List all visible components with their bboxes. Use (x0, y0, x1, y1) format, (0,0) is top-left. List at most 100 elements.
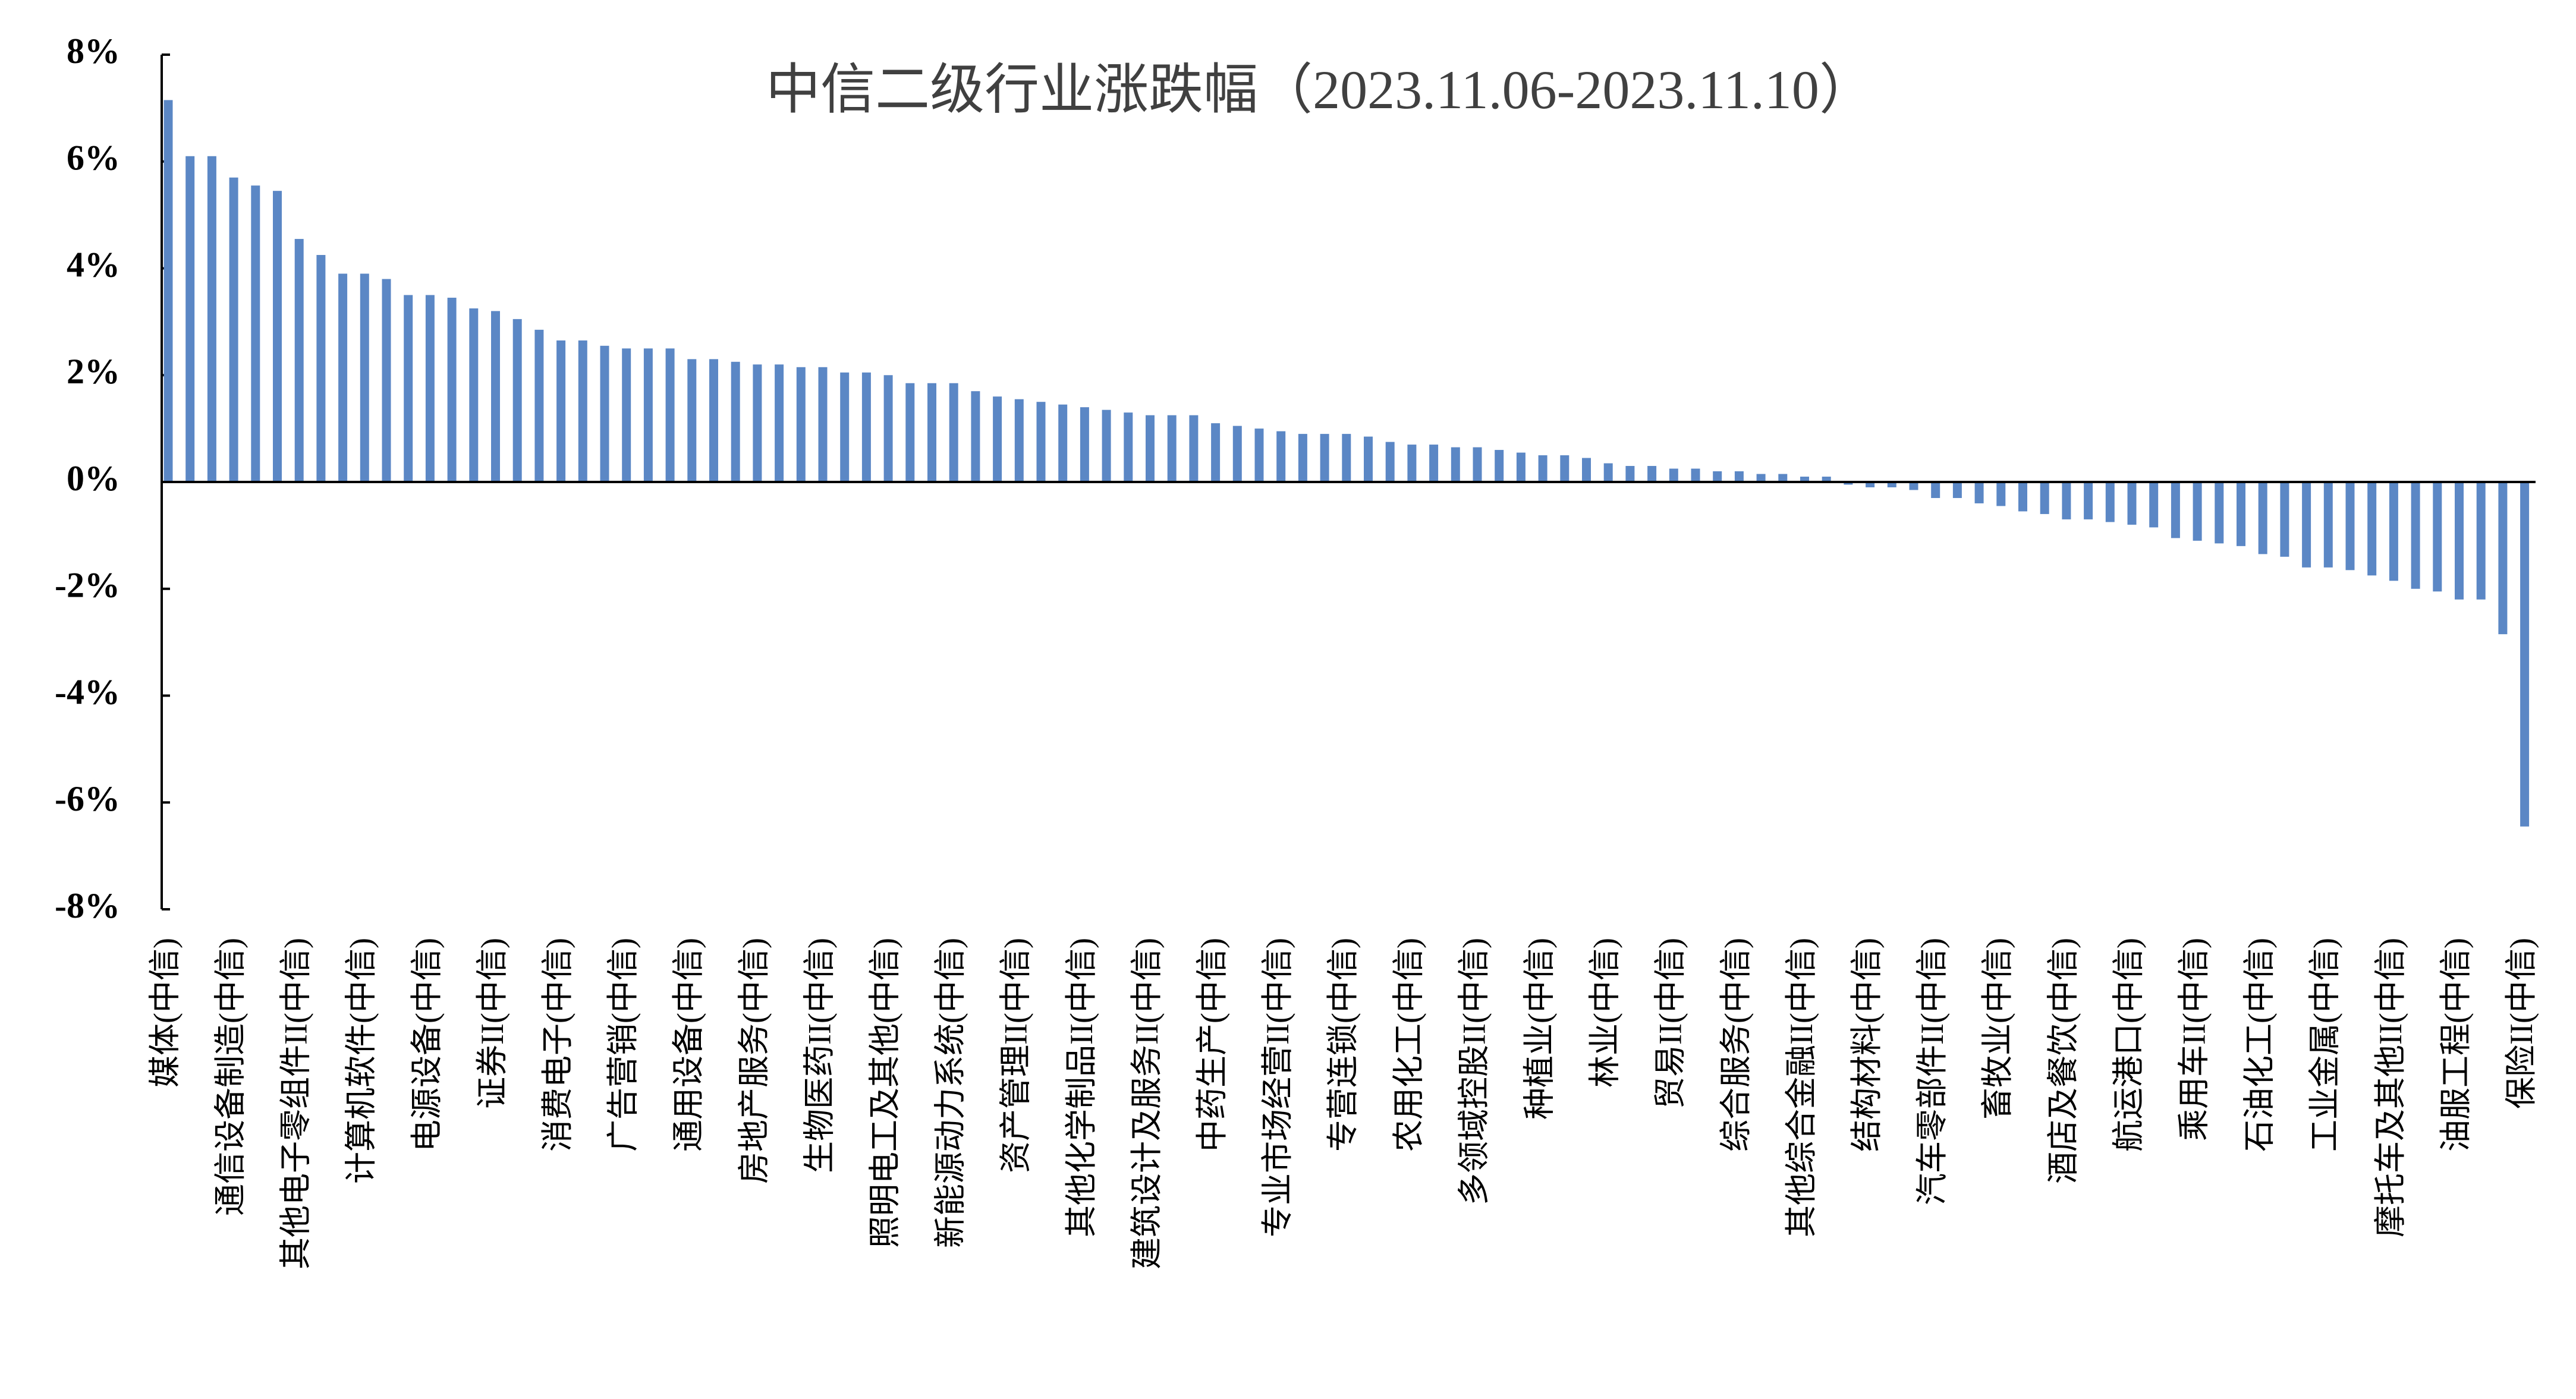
bar (556, 340, 566, 482)
x-tick-label: 通用设备(中信) (671, 938, 706, 1152)
bar (2345, 482, 2355, 571)
x-tick-label: 贸易II(中信) (1653, 938, 1688, 1109)
bar (1516, 452, 1526, 482)
bar (2280, 482, 2289, 557)
bar (578, 340, 587, 482)
bar (775, 364, 784, 482)
bar (1342, 434, 1351, 482)
bar (600, 345, 609, 482)
x-tick-label: 新能源动力系统(中信) (933, 938, 968, 1248)
bar (2498, 482, 2508, 635)
bar (993, 396, 1002, 482)
bar (1451, 447, 1460, 482)
bar (1734, 471, 1744, 482)
bar (1647, 466, 1657, 482)
bar (1625, 466, 1635, 482)
bar (382, 279, 391, 482)
chart-title: 中信二级行业涨跌幅（2023.11.06-2023.11.10） (766, 59, 1874, 120)
bar (1974, 482, 1984, 503)
x-tick-label: 种植业(中信) (1521, 938, 1557, 1120)
y-tick-label: -8% (55, 886, 120, 925)
bar (425, 295, 435, 482)
bar (905, 383, 915, 482)
x-tick-label: 通信设备制造(中信) (212, 938, 248, 1216)
bar (1429, 445, 1439, 482)
bar (1102, 409, 1111, 482)
bar (534, 329, 544, 482)
bar (251, 185, 260, 482)
bar (1800, 477, 1809, 482)
bar (1036, 402, 1046, 482)
x-tick-label: 生物医药II(中信) (801, 938, 837, 1173)
bar (796, 367, 806, 482)
bar (687, 359, 697, 482)
bar (622, 348, 631, 482)
x-tick-label: 酒店及餐饮(中信) (2045, 938, 2081, 1184)
x-tick-label: 汽车零部件II(中信) (1914, 938, 1950, 1205)
bar (1276, 431, 1286, 482)
x-tick-label: 乘用车II(中信) (2176, 938, 2212, 1141)
x-tick-label: 石油化工(中信) (2242, 938, 2278, 1152)
bar (1211, 423, 1221, 482)
x-tick-label: 房地产服务(中信) (736, 938, 772, 1184)
bar (294, 239, 304, 482)
y-tick-label: 6% (67, 138, 120, 178)
x-tick-label: 林业(中信) (1587, 938, 1623, 1088)
x-tick-label: 消费电子(中信) (540, 938, 575, 1152)
bar (2062, 482, 2071, 519)
bar (1713, 471, 1722, 482)
bar (404, 295, 413, 482)
bar (1473, 447, 1482, 482)
bar (207, 156, 216, 482)
bar (2193, 482, 2202, 541)
bar (2084, 482, 2093, 519)
x-tick-label: 其他电子零组件II(中信) (278, 938, 314, 1269)
x-tick-label: 媒体(中信) (147, 938, 183, 1088)
x-tick-label: 畜牧业(中信) (1980, 938, 2015, 1120)
x-tick-label: 其他综合金融II(中信) (1784, 938, 1819, 1237)
x-tick-label: 多领域控股II(中信) (1456, 938, 1492, 1205)
bar (883, 375, 893, 482)
bar (1495, 450, 1504, 482)
x-tick-label: 结构材料(中信) (1849, 938, 1885, 1152)
bar (1232, 426, 1242, 482)
x-tick-label: 证券II(中信) (474, 938, 510, 1109)
bar (1669, 468, 1678, 482)
x-tick-label: 广告营销(中信) (605, 938, 641, 1152)
x-tick-label: 工业金属(中信) (2307, 938, 2343, 1152)
y-tick-label: -4% (55, 672, 120, 711)
bar (709, 359, 718, 482)
bar (1058, 404, 1068, 482)
y-tick-label: -2% (55, 566, 120, 605)
y-tick-label: 2% (67, 352, 120, 391)
bar (1887, 482, 1896, 487)
bar (927, 383, 936, 482)
bar (229, 177, 238, 482)
x-tick-label: 照明电工及其他(中信) (867, 938, 902, 1248)
bar (2105, 482, 2115, 522)
bar (1778, 474, 1788, 482)
bar (1124, 412, 1133, 482)
bar (1756, 474, 1766, 482)
y-tick-label: 0% (67, 459, 120, 498)
bar (840, 372, 850, 482)
bar (1014, 399, 1024, 482)
bar (185, 156, 195, 482)
x-tick-label: 摩托车及其他II(中信) (2373, 938, 2408, 1237)
bar (1146, 415, 1155, 482)
bar (1385, 442, 1395, 482)
bar (338, 273, 348, 482)
x-tick-label: 中药生产(中信) (1194, 938, 1230, 1152)
bar (1582, 458, 1591, 482)
bar (512, 319, 522, 482)
bar (2367, 482, 2377, 576)
y-tick-label: 8% (67, 31, 120, 71)
bar (1364, 436, 1373, 482)
bar (2323, 482, 2333, 568)
x-tick-label: 保险II(中信) (2503, 938, 2539, 1109)
y-tick-label: -6% (55, 779, 120, 818)
bar (949, 383, 958, 482)
bar (2389, 482, 2398, 581)
x-tick-label: 农用化工(中信) (1391, 938, 1426, 1152)
